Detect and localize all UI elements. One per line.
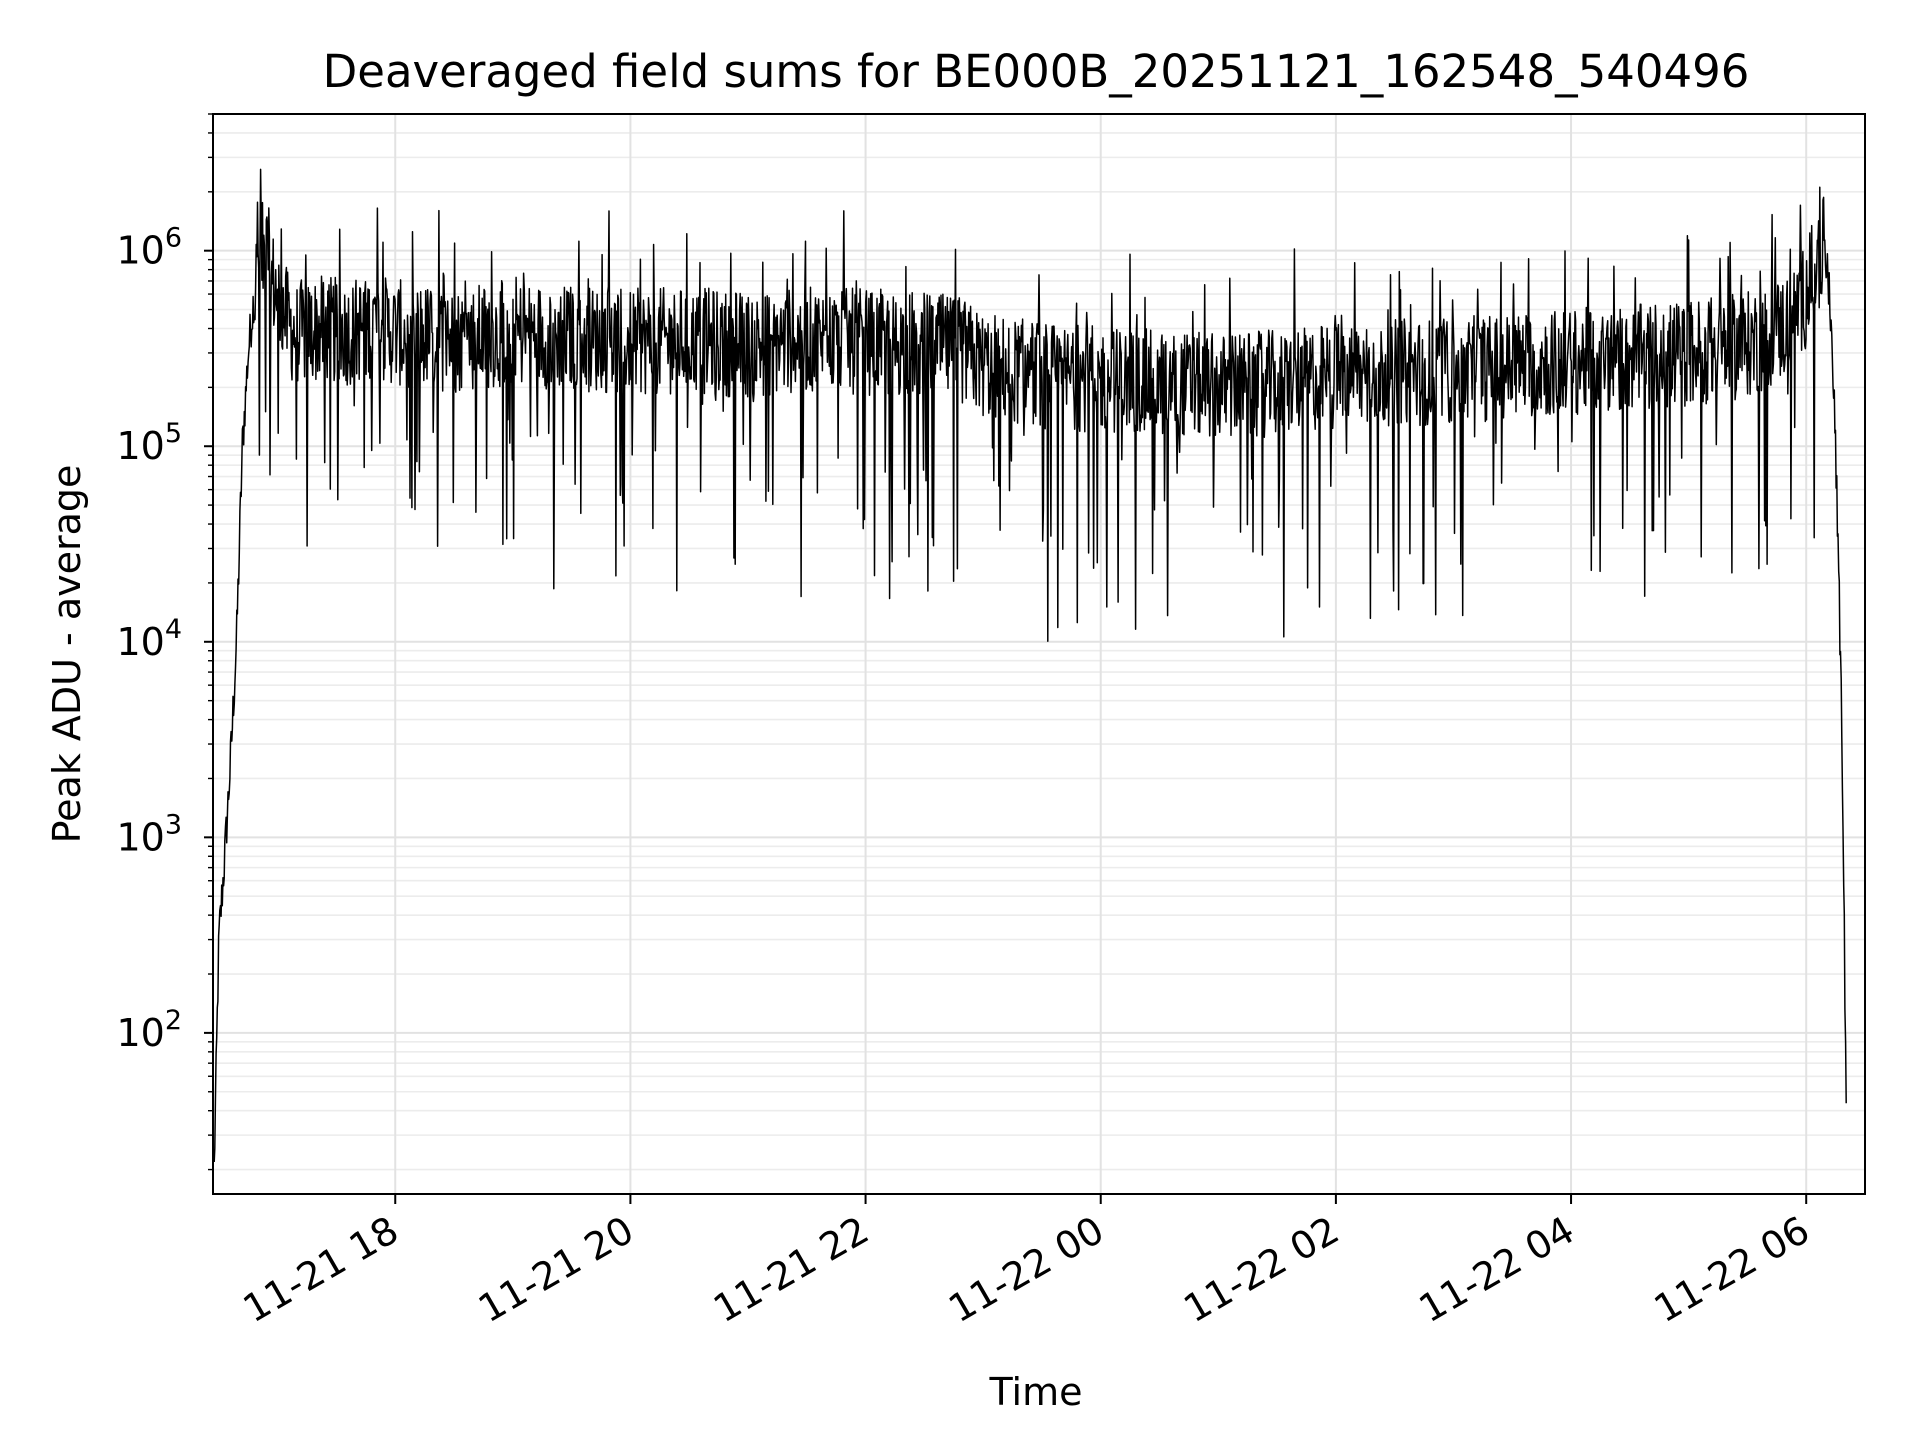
data-series — [213, 168, 1847, 1163]
y-tick-label: 106 — [116, 223, 182, 273]
plot-frame — [212, 113, 1866, 1195]
y-axis-label: Peak ADU - average — [45, 465, 89, 844]
y-tick-label: 104 — [116, 614, 182, 664]
y-tick-label: 103 — [116, 809, 182, 859]
series-line — [213, 168, 1847, 1163]
grid-lines — [213, 113, 1865, 1194]
y-tick-label: 105 — [116, 418, 182, 468]
chart-title: Deaveraged field sums for BE000B_2025112… — [323, 45, 1750, 98]
x-axis-label: Time — [989, 1370, 1083, 1414]
y-tick-label: 102 — [116, 1005, 182, 1055]
